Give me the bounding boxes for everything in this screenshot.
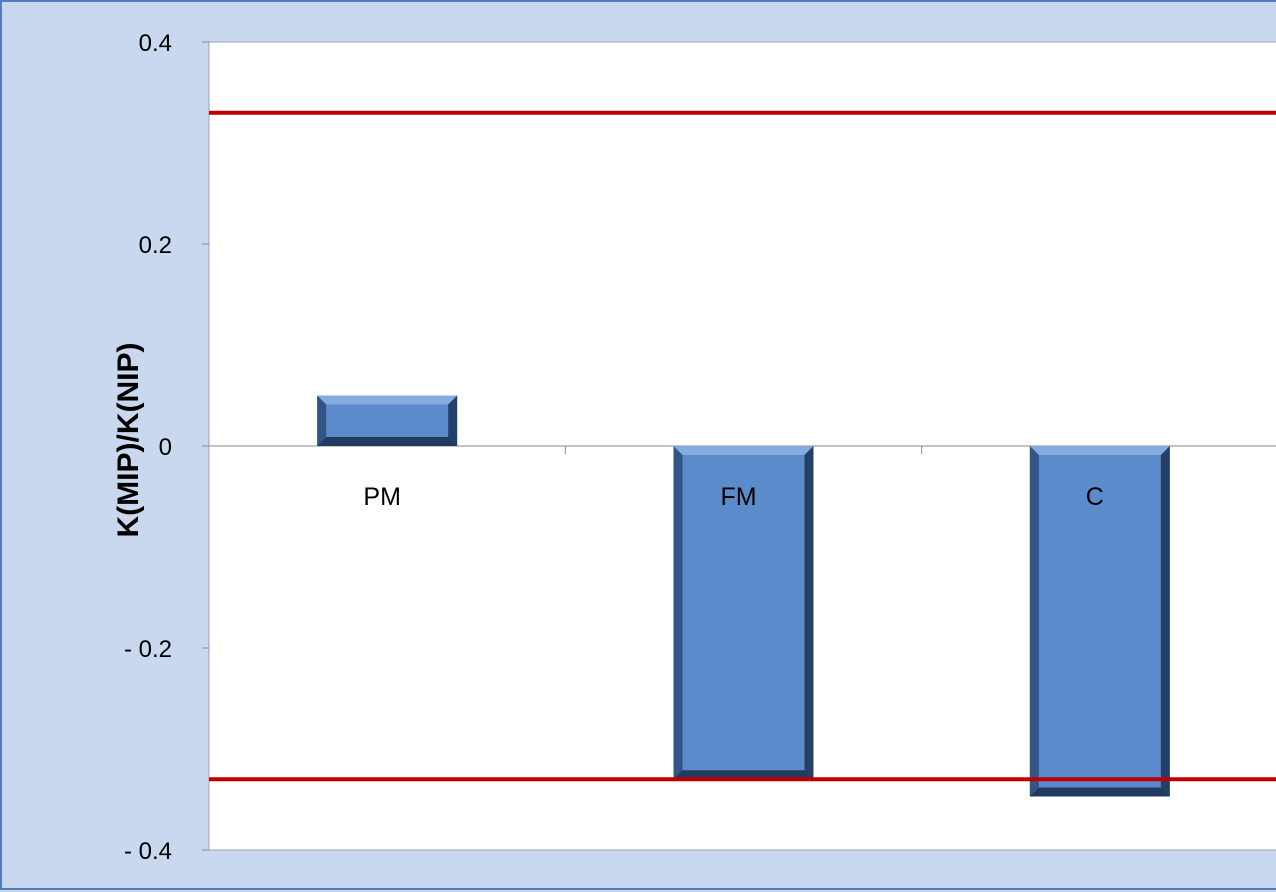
bars-group [317, 395, 1170, 797]
y-tick-label: - 0.2 [124, 636, 172, 663]
y-tick-label: 0.4 [139, 30, 172, 57]
y-tick-label: 0 [159, 434, 172, 461]
y-axis: 0.4 0.2 0 - 0.2 - 0.4 [124, 30, 209, 865]
bar-c [1029, 446, 1170, 797]
category-labels: PM FM C [363, 483, 1103, 511]
category-label: PM [363, 483, 401, 511]
category-label: C [1086, 483, 1104, 511]
y-axis-label: K(MIP)/K(NIP) [112, 343, 145, 538]
reference-lines [209, 110, 1276, 782]
bar-pm [317, 395, 458, 446]
bar-fm [673, 446, 814, 780]
y-tick-label: - 0.4 [124, 838, 172, 865]
category-label: FM [720, 483, 756, 511]
y-tick-label: 0.2 [139, 232, 172, 259]
